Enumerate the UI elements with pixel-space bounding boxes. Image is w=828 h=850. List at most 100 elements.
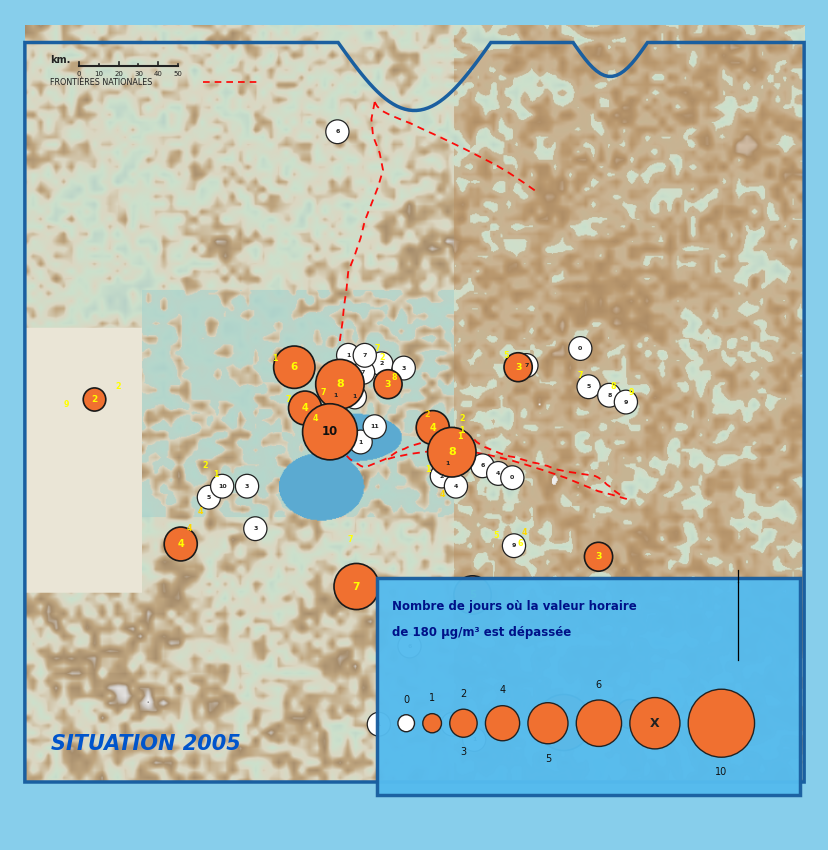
Circle shape xyxy=(444,474,467,498)
Circle shape xyxy=(392,356,415,380)
Circle shape xyxy=(527,703,567,744)
Text: 1: 1 xyxy=(213,470,218,479)
Circle shape xyxy=(453,575,491,615)
Text: 4: 4 xyxy=(198,507,203,516)
Circle shape xyxy=(353,343,376,367)
Text: 5: 5 xyxy=(544,754,551,764)
Text: 1: 1 xyxy=(358,439,363,445)
Circle shape xyxy=(397,634,421,658)
Circle shape xyxy=(462,728,485,751)
Text: de 180 μg/m³ est dépassée: de 180 μg/m³ est dépassée xyxy=(392,626,570,639)
Text: 6: 6 xyxy=(595,680,601,690)
Text: 1: 1 xyxy=(429,694,435,704)
Text: 9: 9 xyxy=(64,400,69,409)
Text: 8: 8 xyxy=(610,382,615,391)
Text: 1: 1 xyxy=(459,426,464,434)
Circle shape xyxy=(430,464,453,488)
Circle shape xyxy=(343,385,366,409)
Text: SITUATION 2005: SITUATION 2005 xyxy=(51,734,241,754)
Text: 7: 7 xyxy=(362,353,367,358)
Text: 1: 1 xyxy=(376,722,381,727)
Circle shape xyxy=(470,454,493,478)
Circle shape xyxy=(273,346,315,388)
Text: 10: 10 xyxy=(94,71,103,77)
Text: 6: 6 xyxy=(479,463,484,468)
Circle shape xyxy=(325,120,349,144)
Circle shape xyxy=(568,337,591,360)
Text: 9: 9 xyxy=(623,400,628,405)
Circle shape xyxy=(597,383,620,407)
Text: 6: 6 xyxy=(335,129,339,134)
Circle shape xyxy=(450,709,477,737)
FancyBboxPatch shape xyxy=(377,578,799,795)
Text: 6: 6 xyxy=(518,540,522,548)
Text: 0: 0 xyxy=(76,71,81,77)
Text: 40: 40 xyxy=(154,71,162,77)
Circle shape xyxy=(367,712,390,736)
Text: 1: 1 xyxy=(333,393,338,398)
Text: 6: 6 xyxy=(407,643,412,649)
Text: 2: 2 xyxy=(459,414,464,422)
Circle shape xyxy=(536,694,590,751)
Text: 7: 7 xyxy=(360,370,365,375)
Circle shape xyxy=(436,451,459,475)
Text: 4: 4 xyxy=(498,685,505,695)
Circle shape xyxy=(302,404,357,460)
Text: 1: 1 xyxy=(352,394,357,400)
Circle shape xyxy=(315,360,363,409)
Circle shape xyxy=(486,462,509,485)
Text: 0: 0 xyxy=(577,346,582,351)
Text: 10: 10 xyxy=(218,484,226,489)
Circle shape xyxy=(614,390,637,414)
Text: 50: 50 xyxy=(174,71,182,77)
Text: 5: 5 xyxy=(493,531,498,540)
Text: 2: 2 xyxy=(439,473,444,479)
Circle shape xyxy=(575,700,621,746)
Circle shape xyxy=(373,370,402,399)
Text: 5: 5 xyxy=(503,351,508,360)
Text: 2: 2 xyxy=(91,395,98,404)
Text: 2: 2 xyxy=(115,382,120,391)
Text: 10: 10 xyxy=(555,716,571,729)
Text: 1: 1 xyxy=(471,737,476,742)
Text: 1: 1 xyxy=(272,354,277,363)
Text: 5: 5 xyxy=(585,384,590,389)
Text: 3: 3 xyxy=(384,380,391,388)
Polygon shape xyxy=(0,26,25,102)
Text: 8: 8 xyxy=(392,373,397,382)
Circle shape xyxy=(485,706,519,740)
Circle shape xyxy=(397,715,414,732)
Circle shape xyxy=(334,564,378,609)
Circle shape xyxy=(503,353,532,382)
Text: 4: 4 xyxy=(313,414,318,422)
Text: 8: 8 xyxy=(335,379,344,389)
Text: 3: 3 xyxy=(595,552,601,561)
Circle shape xyxy=(351,360,374,384)
Text: Nombre de jours où la valeur horaire: Nombre de jours où la valeur horaire xyxy=(392,600,636,614)
Text: 7: 7 xyxy=(347,536,352,544)
Circle shape xyxy=(576,375,599,399)
Text: 2: 2 xyxy=(379,353,384,361)
Text: 3: 3 xyxy=(253,526,258,531)
Circle shape xyxy=(440,712,464,736)
Text: 4: 4 xyxy=(186,524,191,533)
Text: 3: 3 xyxy=(514,363,521,371)
Circle shape xyxy=(210,474,233,498)
Circle shape xyxy=(235,474,258,498)
Text: 9: 9 xyxy=(511,543,516,548)
Text: 4: 4 xyxy=(301,403,308,413)
Text: 4: 4 xyxy=(440,490,445,499)
Circle shape xyxy=(502,534,525,558)
Text: 10: 10 xyxy=(715,768,727,778)
Circle shape xyxy=(83,388,106,411)
Text: 8: 8 xyxy=(447,447,455,457)
Text: 0: 0 xyxy=(509,475,514,480)
Circle shape xyxy=(324,383,347,407)
Circle shape xyxy=(243,517,267,541)
Text: 3: 3 xyxy=(626,710,633,718)
Circle shape xyxy=(349,430,372,454)
Text: 8: 8 xyxy=(606,393,611,398)
Text: 4: 4 xyxy=(429,422,436,433)
Circle shape xyxy=(369,352,392,376)
Text: 3: 3 xyxy=(244,484,249,489)
